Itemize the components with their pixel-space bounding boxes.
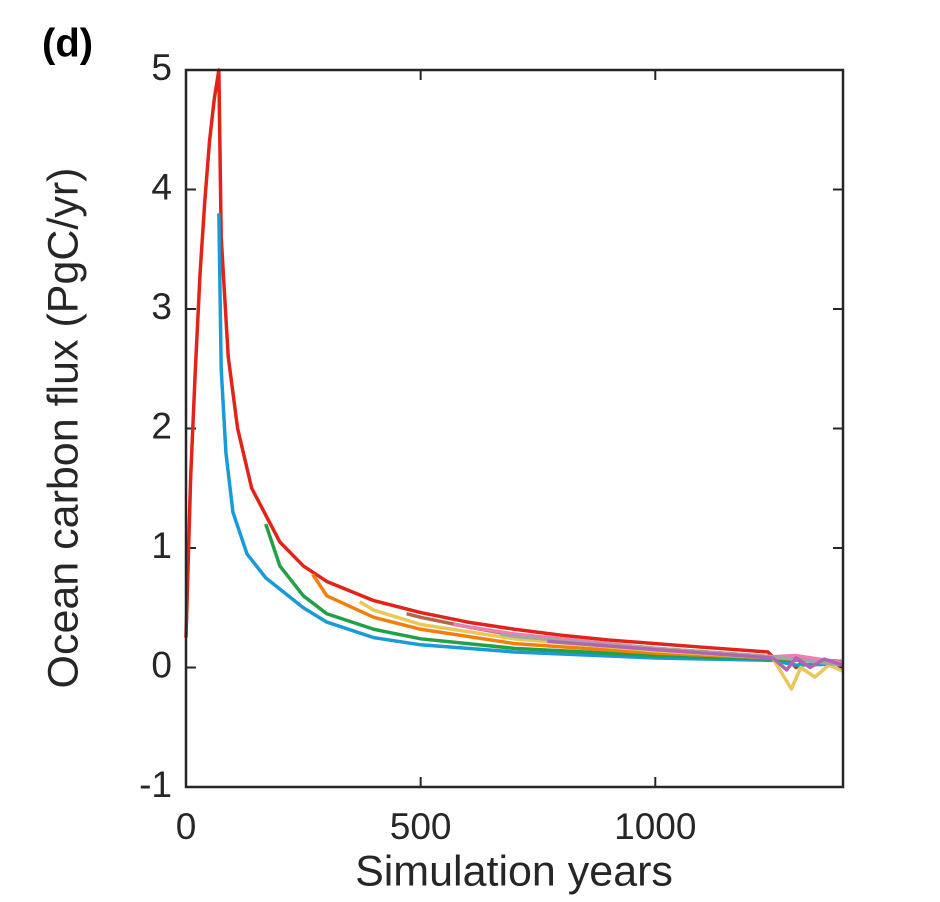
panel-label: (d) (42, 22, 93, 66)
y-tick-label: 2 (151, 405, 172, 446)
series-line (264, 523, 844, 665)
series-line (217, 213, 844, 667)
x-tick-label: 0 (176, 806, 197, 847)
series-line (311, 573, 844, 664)
y-tick-label: 5 (151, 47, 172, 88)
x-tick-label: 500 (390, 806, 452, 847)
y-tick-label: 0 (151, 644, 172, 685)
series-line (184, 68, 844, 670)
x-axis-label: Simulation years (355, 847, 673, 895)
series-line (358, 600, 844, 691)
x-tick-label: 1000 (614, 806, 696, 847)
y-tick-label: 3 (151, 286, 172, 327)
y-tick-label: -1 (139, 764, 172, 805)
y-tick-label: 1 (151, 525, 172, 566)
y-axis-label: Ocean carbon flux (PgC/yr) (39, 168, 87, 689)
series-line (547, 639, 844, 672)
y-tick-label: 4 (151, 166, 172, 207)
plot-frame (184, 68, 845, 789)
